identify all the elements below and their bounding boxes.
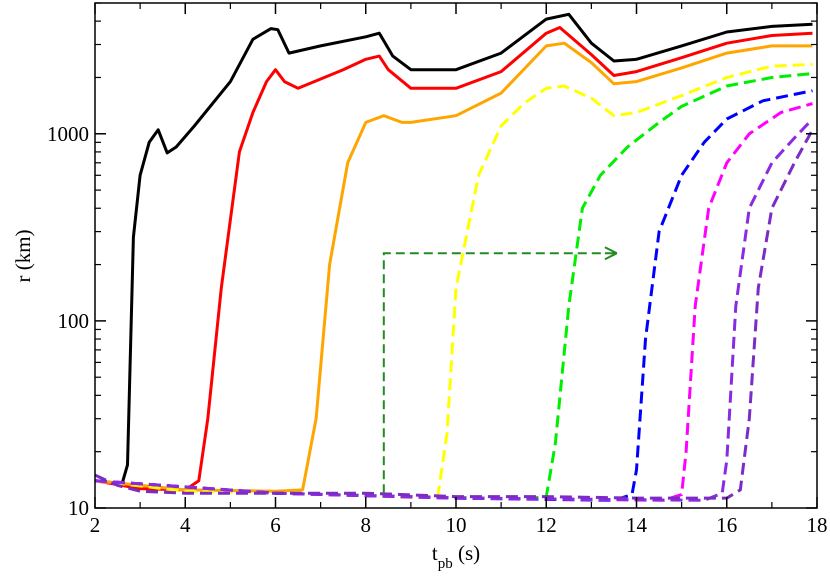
y-tick-label: 10 bbox=[68, 496, 89, 520]
x-tick-label: 14 bbox=[626, 513, 648, 537]
x-tick-label: 6 bbox=[270, 513, 281, 537]
series-line-3 bbox=[94, 41, 813, 493]
y-tick-label: 100 bbox=[58, 309, 90, 333]
tick-layer: 2 4 6 8 10 12 14 16 18 10 100 1000 bbox=[47, 2, 828, 537]
x-tick-label: 10 bbox=[446, 513, 467, 537]
x-tick-label: 2 bbox=[90, 513, 101, 537]
x-axis-title: tpb (s) bbox=[432, 541, 480, 572]
x-tick-label: 8 bbox=[361, 513, 372, 537]
annotation-layer bbox=[382, 246, 618, 494]
series-line-8 bbox=[94, 117, 814, 502]
series-layer bbox=[94, 12, 814, 502]
series-line-1 bbox=[94, 12, 813, 486]
x-tick-label: 12 bbox=[536, 513, 557, 537]
annotation-arrow-line bbox=[382, 252, 605, 494]
x-tick-label: 4 bbox=[180, 513, 191, 537]
x-tick-label: 16 bbox=[716, 513, 737, 537]
y-axis-title: r (km) bbox=[11, 229, 35, 282]
x-tick-label: 18 bbox=[807, 513, 828, 537]
series-line-9 bbox=[94, 129, 814, 500]
series-line-2 bbox=[94, 26, 813, 492]
annotation-arrow-head bbox=[604, 246, 618, 261]
y-tick-label: 1000 bbox=[47, 122, 89, 146]
